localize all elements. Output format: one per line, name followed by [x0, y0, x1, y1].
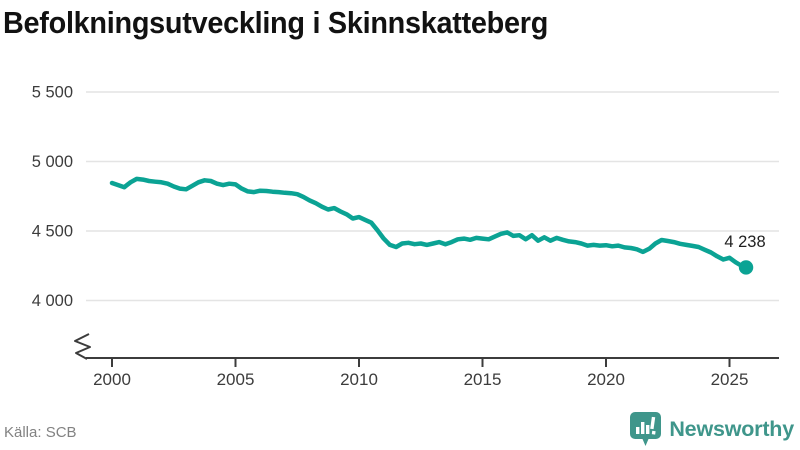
newsworthy-wordmark: Newsworthy: [669, 416, 794, 441]
population-line-chart: 4 000 4 500 5 000 5 500 2000 2005 2010 2015 2020…: [32, 84, 779, 389]
end-point-dot: [738, 260, 754, 275]
population-line: [109, 176, 749, 270]
x-tick-label: 2000: [93, 370, 131, 389]
latest-value-label: 4 238: [724, 233, 766, 251]
y-tick-label: 4 000: [32, 292, 73, 310]
source-note: Källa: SCB: [4, 424, 77, 441]
y-tick-label: 5 000: [32, 153, 73, 171]
x-tick-label: 2025: [711, 370, 749, 389]
x-tick-label: 2020: [587, 370, 625, 389]
page-title: Befolkningsutveckling i Skinnskatteberg: [3, 5, 549, 40]
x-tick-label: 2015: [464, 370, 502, 389]
axis-break-icon: [74, 333, 91, 360]
x-tick-label: 2010: [340, 370, 378, 389]
y-tick-label: 4 500: [32, 223, 73, 241]
bar-chart-pin-icon: [630, 412, 662, 446]
newsworthy-logo: Newsworthy: [629, 411, 794, 447]
y-tick-label: 5 500: [32, 84, 73, 102]
x-tick-label: 2005: [217, 370, 255, 389]
